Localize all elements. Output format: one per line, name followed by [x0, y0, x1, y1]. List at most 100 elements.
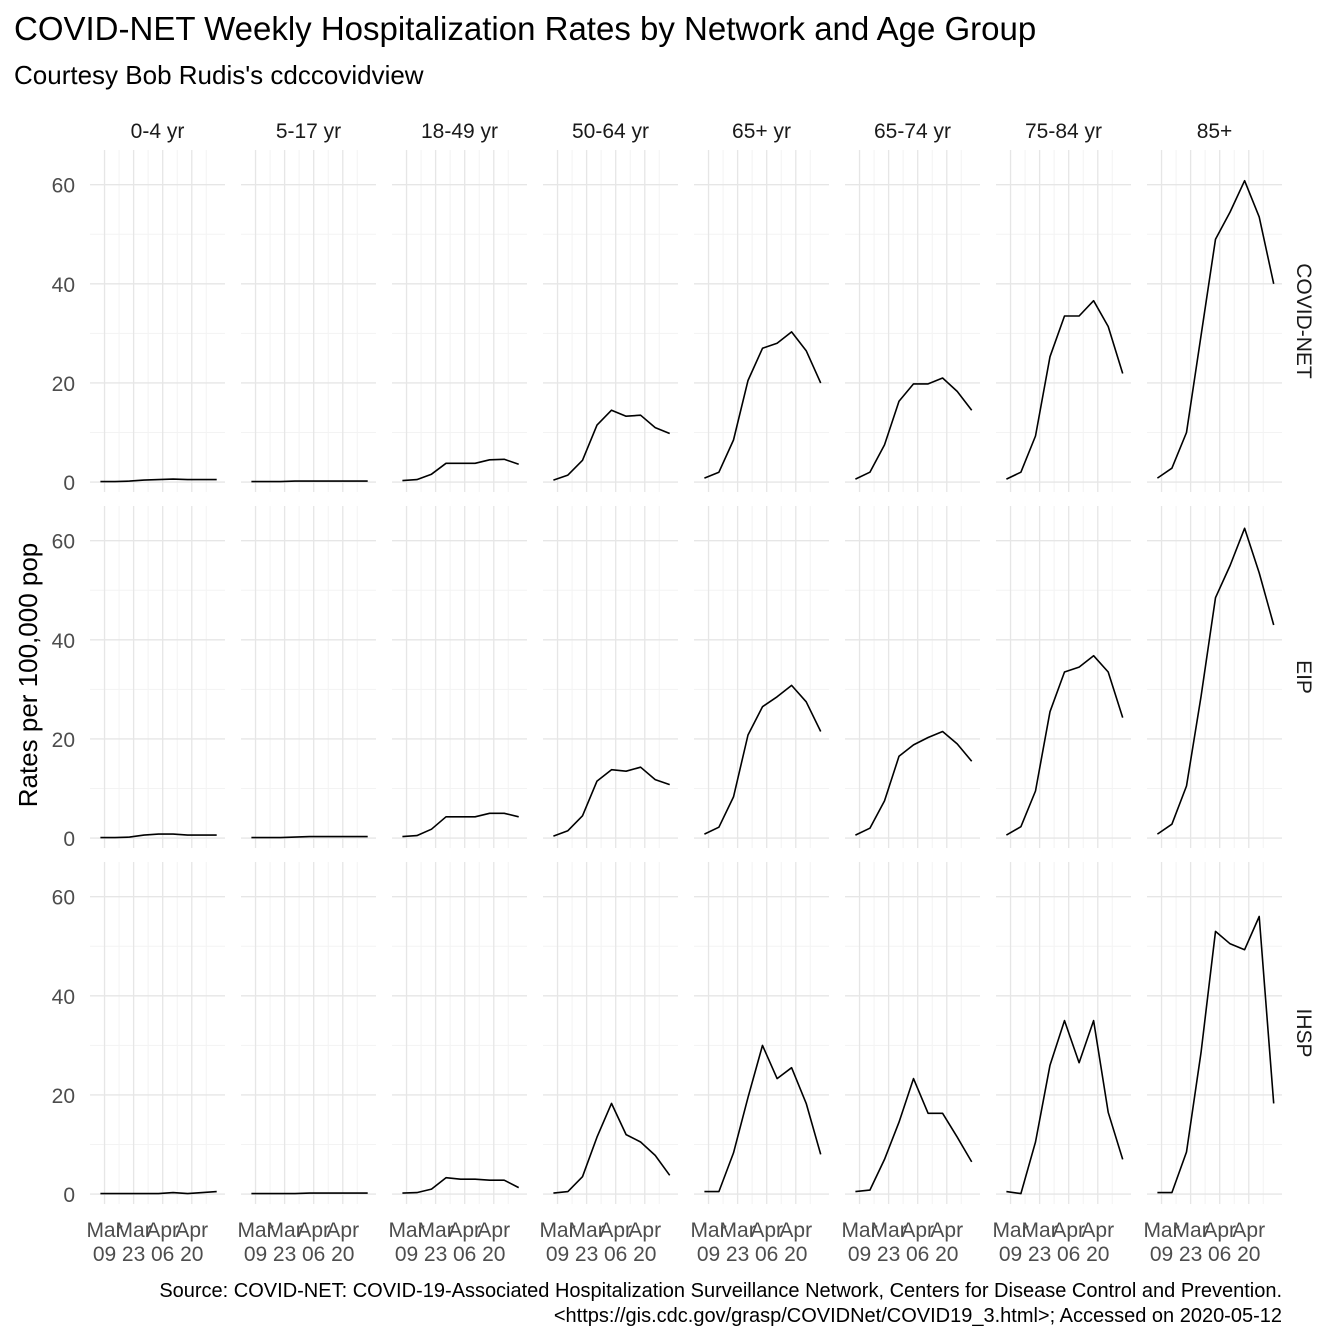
- x-tick-label-day: 20: [1086, 1243, 1109, 1266]
- x-tick-label-day: 06: [755, 1243, 778, 1266]
- x-tick-label-day: 20: [1237, 1243, 1260, 1266]
- x-tick-label-month: Apr: [901, 1219, 934, 1242]
- x-tick-label-month: Mar: [388, 1219, 424, 1242]
- series-line-covid-net-5: [855, 377, 973, 480]
- x-tick-label-day: 23: [877, 1243, 900, 1266]
- x-tick-label-day: 23: [273, 1243, 296, 1266]
- label-layer: 0-4 yr 5-17 yr 18-49 yr 50-64 yr 65+ yr 65-74…: [52, 120, 1315, 1266]
- series-line-covid-net-0: [100, 478, 217, 483]
- series-line-eip-1: [251, 835, 368, 839]
- x-tick-label-month: Apr: [930, 1219, 963, 1242]
- x-tick-label-month: Mar: [116, 1219, 152, 1242]
- series-line-ihsp-2: [402, 1176, 520, 1194]
- series-line-ihsp-0: [100, 1190, 217, 1195]
- series-line-covid-net-1: [251, 480, 368, 483]
- x-tick-label-day: 09: [93, 1243, 116, 1266]
- x-tick-label-month: Mar: [720, 1219, 756, 1242]
- x-tick-label-day: 23: [575, 1243, 598, 1266]
- caption-line-2: <https://gis.cdc.gov/grasp/COVIDNet/COVI…: [553, 1305, 1282, 1327]
- series-line-eip-4: [704, 684, 822, 835]
- facet-column-label: 65+ yr: [732, 120, 791, 143]
- series-line-eip-2: [402, 812, 519, 838]
- series-line-ihsp-4: [704, 1044, 822, 1193]
- x-tick-label-month: Mar: [1022, 1219, 1058, 1242]
- facet-row-label: EIP: [1292, 660, 1315, 694]
- x-tick-label-day: 23: [1179, 1243, 1202, 1266]
- x-tick-label-month: Apr: [448, 1219, 481, 1242]
- series-line-covid-net-6: [1006, 299, 1124, 480]
- x-tick-label-day: 23: [1028, 1243, 1051, 1266]
- facet-column-label: 18-49 yr: [421, 120, 498, 143]
- x-tick-label-day: 09: [848, 1243, 871, 1266]
- grid-layer: [90, 150, 1282, 1204]
- x-tick-label-month: Mar: [267, 1219, 303, 1242]
- x-tick-label-day: 09: [244, 1243, 267, 1266]
- x-tick-label-month: Mar: [86, 1219, 122, 1242]
- facet-column-label: 65-74 yr: [874, 120, 951, 143]
- x-tick-label-day: 06: [453, 1243, 476, 1266]
- x-tick-label-day: 06: [1057, 1243, 1080, 1266]
- x-tick-label-day: 20: [633, 1243, 656, 1266]
- x-tick-label-day: 20: [180, 1243, 203, 1266]
- series-line-ihsp-5: [855, 1077, 973, 1193]
- x-tick-label-month: Apr: [1081, 1219, 1114, 1242]
- y-tick-label: 0: [63, 1184, 75, 1207]
- series-line-covid-net-4: [704, 331, 822, 479]
- x-tick-label-month: Mar: [1143, 1219, 1179, 1242]
- facet-column-label: 50-64 yr: [572, 120, 649, 143]
- y-axis-label: Rates per 100,000 pop: [13, 543, 43, 808]
- x-tick-label-month: Apr: [750, 1219, 783, 1242]
- x-tick-label-day: 06: [604, 1243, 627, 1266]
- x-tick-label-day: 09: [697, 1243, 720, 1266]
- x-tick-label-month: Apr: [779, 1219, 812, 1242]
- facet-column-label: 85+: [1197, 120, 1233, 143]
- x-tick-label-month: Mar: [841, 1219, 877, 1242]
- y-tick-label: 40: [52, 274, 75, 297]
- x-tick-label-month: Mar: [1173, 1219, 1209, 1242]
- y-tick-label: 20: [52, 729, 75, 752]
- series-layer: [100, 179, 1275, 1195]
- x-tick-label-day: 20: [482, 1243, 505, 1266]
- x-tick-label-day: 09: [1150, 1243, 1173, 1266]
- facet-row-label: IHSP: [1292, 1008, 1315, 1057]
- x-tick-label-month: Apr: [1203, 1219, 1236, 1242]
- x-tick-label-day: 09: [546, 1243, 569, 1266]
- x-tick-label-month: Apr: [628, 1219, 661, 1242]
- x-tick-label-month: Apr: [297, 1219, 330, 1242]
- chart-title: COVID-NET Weekly Hospitalization Rates b…: [14, 10, 1037, 47]
- x-tick-label-day: 20: [935, 1243, 958, 1266]
- series-line-eip-7: [1156, 527, 1275, 835]
- x-tick-label-month: Apr: [477, 1219, 510, 1242]
- x-tick-label-day: 23: [122, 1243, 145, 1266]
- x-tick-label-day: 20: [784, 1243, 807, 1266]
- x-tick-label-day: 09: [999, 1243, 1022, 1266]
- facet-column-label: 5-17 yr: [276, 120, 341, 143]
- x-tick-label-month: Mar: [992, 1219, 1028, 1242]
- y-tick-label: 40: [52, 986, 75, 1009]
- y-tick-label: 20: [52, 1085, 75, 1108]
- chart-caption: Source: COVID-NET: COVID-19-Associated H…: [159, 1279, 1282, 1329]
- x-tick-label-day: 09: [395, 1243, 418, 1266]
- x-tick-label-month: Apr: [146, 1219, 179, 1242]
- y-tick-label: 20: [52, 373, 75, 396]
- series-line-covid-net-2: [402, 458, 519, 482]
- x-tick-label-month: Apr: [1052, 1219, 1085, 1242]
- x-tick-label-month: Apr: [599, 1219, 632, 1242]
- y-tick-label: 40: [52, 630, 75, 653]
- caption-line-1: Source: COVID-NET: COVID-19-Associated H…: [159, 1280, 1282, 1302]
- x-tick-label-month: Mar: [569, 1219, 605, 1242]
- facet-row-label: COVID-NET: [1292, 263, 1315, 379]
- x-tick-label-month: Mar: [871, 1219, 907, 1242]
- facet-column-label: 0-4 yr: [131, 120, 185, 143]
- x-tick-label-day: 23: [726, 1243, 749, 1266]
- x-tick-label-day: 06: [151, 1243, 174, 1266]
- x-tick-label-month: Mar: [690, 1219, 726, 1242]
- x-tick-label-day: 06: [1208, 1243, 1231, 1266]
- y-tick-label: 60: [52, 887, 75, 910]
- x-tick-label-month: Apr: [175, 1219, 208, 1242]
- y-tick-label: 60: [52, 531, 75, 554]
- x-tick-label-day: 20: [331, 1243, 354, 1266]
- facet-column-label: 75-84 yr: [1025, 120, 1102, 143]
- x-tick-label-month: Mar: [237, 1219, 273, 1242]
